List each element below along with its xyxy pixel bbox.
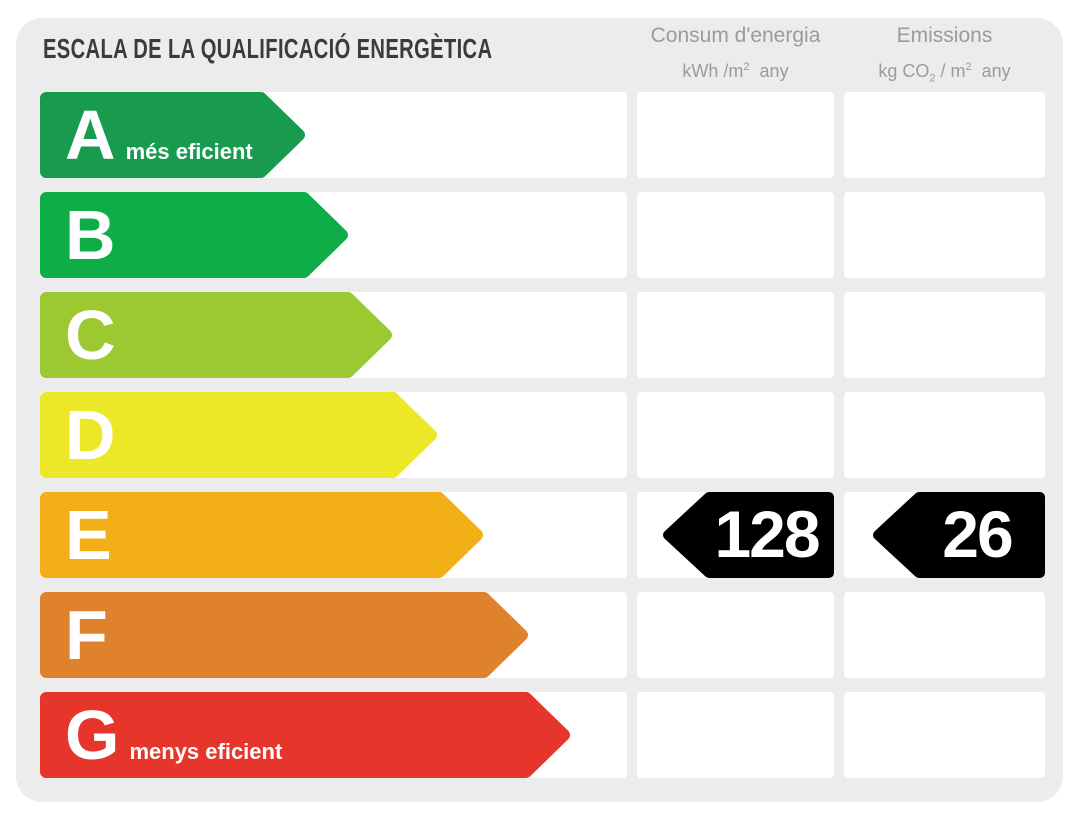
scale-row-b: B (40, 192, 1045, 278)
grade-g-arrow (40, 692, 570, 778)
consum-header-unit: kWh /m2 any (637, 57, 834, 81)
consum-column-header: Consum d'energia kWh /m2 any (637, 24, 834, 81)
emissions-cell-a (844, 92, 1045, 178)
bar-cell-c: C (40, 292, 627, 378)
scale-row-d: D (40, 392, 1045, 478)
emissions-value: 26 (942, 497, 1013, 571)
consum-value: 128 (714, 497, 820, 571)
consum-unit-text: kWh /m (682, 61, 744, 81)
emissions-cell-d (844, 392, 1045, 478)
emissions-unit-suffix: any (971, 61, 1011, 81)
emissions-badge-arrow (873, 492, 1045, 578)
grade-g-suffix-label: menys eficient (129, 739, 283, 764)
grade-e-arrow (40, 492, 483, 578)
emissions-unit-sup: 2 (965, 61, 972, 73)
scale-row-e: E 128 26 (40, 492, 1045, 578)
emissions-header-label: Emissions (896, 24, 993, 47)
grade-b-letter: B (65, 196, 116, 274)
consum-cell-b (637, 192, 834, 278)
consum-cell-e: 128 (637, 492, 834, 578)
grade-d-arrow (40, 392, 437, 478)
consum-value-badge: 128 (663, 492, 834, 578)
emissions-cell-g (844, 692, 1045, 778)
emissions-cell-c (844, 292, 1045, 378)
grade-e-text: E (65, 492, 112, 578)
consum-cell-g (637, 692, 834, 778)
grade-a-letter: A (65, 96, 116, 174)
bar-cell-b: B (40, 192, 627, 278)
grade-f-letter: F (65, 596, 108, 674)
grade-c-letter: C (65, 296, 116, 374)
bar-cell-d: D (40, 392, 627, 478)
emissions-cell-b (844, 192, 1045, 278)
grade-d-text: D (65, 392, 116, 478)
scale-row-c: C (40, 292, 1045, 378)
emissions-unit-text: kg CO (878, 61, 930, 81)
bar-cell-e: E (40, 492, 627, 578)
emissions-column-header: Emissions kg CO2 / m2 any (844, 24, 1045, 89)
grade-g-letter: G (65, 696, 120, 774)
grade-f-text: F (65, 592, 108, 678)
grade-c-text: C (65, 292, 116, 378)
consum-header-label: Consum d'energia (650, 24, 821, 47)
emissions-value-badge: 26 (873, 492, 1045, 578)
grade-a-arrow (40, 92, 305, 178)
consum-badge-arrow (663, 492, 834, 578)
grade-d-letter: D (65, 396, 116, 474)
grade-f-arrow (40, 592, 528, 678)
emissions-header-unit: kg CO2 / m2 any (844, 57, 1045, 89)
grade-b-arrow (40, 192, 348, 278)
emissions-unit-mid: / m (935, 61, 966, 81)
consum-cell-f (637, 592, 834, 678)
grade-e-letter: E (65, 496, 112, 574)
consum-unit-suffix: any (749, 61, 789, 81)
bar-cell-f: F (40, 592, 627, 678)
scale-row-f: F (40, 592, 1045, 678)
emissions-unit-sub: 2 (929, 72, 936, 85)
page-title: ESCALA DE LA QUALIFICACIÓ ENERGÈTICA (43, 33, 493, 64)
consum-cell-c (637, 292, 834, 378)
consum-cell-d (637, 392, 834, 478)
grade-c-arrow (40, 292, 392, 378)
emissions-cell-e: 26 (844, 492, 1045, 578)
grade-b-text: B (65, 192, 116, 278)
grade-a-suffix-label: més eficient (125, 139, 253, 164)
consum-cell-a (637, 92, 834, 178)
emissions-cell-f (844, 592, 1045, 678)
consum-unit-sup: 2 (743, 61, 750, 73)
